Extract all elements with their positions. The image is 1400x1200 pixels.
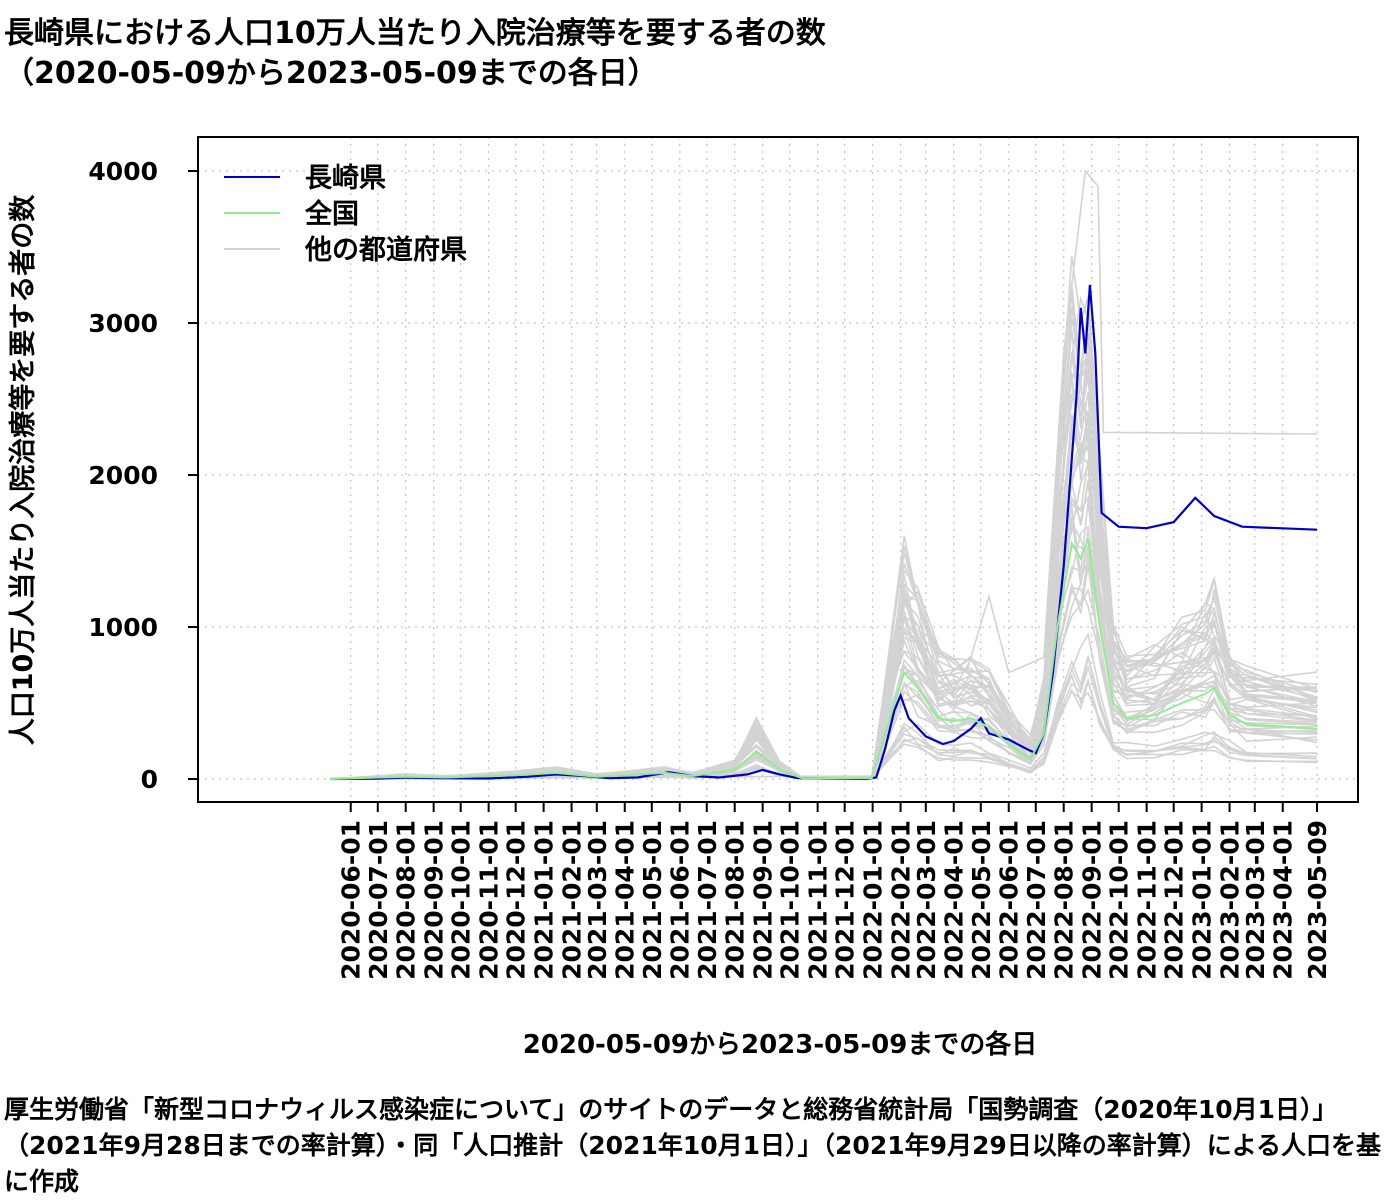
y-tick-label: 2000 <box>88 461 158 490</box>
other-prefecture-line <box>329 463 1318 780</box>
other-prefecture-line <box>329 479 1318 780</box>
x-tick-label: 2022-09-01 <box>1078 820 1107 980</box>
other-prefecture-line <box>329 329 1318 780</box>
x-axis-label: 2020-05-09から2023-05-09までの各日 <box>522 1030 1038 1060</box>
x-tick-label: 2021-04-01 <box>611 820 640 980</box>
x-tick-label: 2022-04-01 <box>940 820 969 980</box>
x-tick-label: 2021-02-01 <box>558 820 587 980</box>
x-tick-label: 2022-10-01 <box>1105 820 1134 980</box>
x-tick-label: 2021-06-01 <box>666 820 695 980</box>
x-tick-label: 2020-09-01 <box>420 820 449 980</box>
y-tick-label: 4000 <box>88 157 158 186</box>
other-prefecture-line <box>329 431 1318 780</box>
x-tick-label: 2021-09-01 <box>749 820 778 980</box>
plot-frame <box>197 136 1359 803</box>
x-tick-label: 2022-11-01 <box>1133 820 1162 980</box>
y-tick-label: 1000 <box>88 613 158 642</box>
other-prefecture-line <box>329 664 1318 780</box>
other-prefecture-line <box>329 545 1318 780</box>
x-tick-label: 2022-06-01 <box>995 820 1024 980</box>
x-tick-label: 2022-07-01 <box>1022 820 1051 980</box>
x-tick-label: 2020-08-01 <box>392 820 421 980</box>
x-tick-label: 2023-01-01 <box>1188 820 1217 980</box>
other-prefecture-line <box>329 351 1318 780</box>
x-tick-label: 2021-01-01 <box>530 820 559 980</box>
x-tick-label: 2020-12-01 <box>502 820 531 980</box>
x-tick-label: 2021-10-01 <box>776 820 805 980</box>
legend-label: 他の都道府県 <box>304 234 467 266</box>
x-tick-label: 2022-02-01 <box>887 820 916 980</box>
x-tick-label: 2020-11-01 <box>475 820 504 980</box>
legend-label: 全国 <box>304 198 359 230</box>
other-prefecture-line <box>329 333 1318 780</box>
x-tick-label: 2022-08-01 <box>1050 820 1079 980</box>
x-tick-label: 2023-03-01 <box>1241 820 1270 980</box>
x-tick-label: 2020-07-01 <box>364 820 393 980</box>
x-tick-label: 2023-05-09 <box>1303 820 1332 980</box>
other-prefecture-line <box>329 428 1318 780</box>
x-tick-label: 2021-12-01 <box>831 820 860 980</box>
x-tick-label: 2023-02-01 <box>1216 820 1245 980</box>
other-prefecture-line <box>329 360 1318 780</box>
x-tick-label: 2022-03-01 <box>912 820 941 980</box>
other-prefecture-line <box>329 291 1318 780</box>
x-tick-label: 2022-05-01 <box>967 820 996 980</box>
national-line <box>329 538 1318 780</box>
legend-label: 長崎県 <box>305 163 386 194</box>
other-prefecture-line <box>329 295 1318 780</box>
x-tick-label: 2023-04-01 <box>1269 820 1298 980</box>
x-tick-label: 2020-10-01 <box>447 820 476 980</box>
other-prefecture-line <box>329 678 1318 780</box>
other-prefecture-line <box>329 414 1318 780</box>
other-prefecture-line <box>329 410 1318 780</box>
other-prefecture-line <box>329 428 1318 780</box>
other-prefecture-line <box>329 632 1318 780</box>
x-tick-label: 2021-07-01 <box>693 820 722 980</box>
x-tick-label: 2021-05-01 <box>638 820 667 980</box>
x-tick-label: 2021-11-01 <box>804 820 833 980</box>
x-tick-label: 2022-12-01 <box>1160 820 1189 980</box>
other-prefecture-line <box>329 284 1318 780</box>
nagasaki-line <box>329 284 1318 781</box>
other-prefecture-line <box>329 501 1318 780</box>
x-tick-label: 2021-08-01 <box>721 820 750 980</box>
source-caption: 厚生労働省「新型コロナウィルス感染症について」のサイトのデータと総務省統計局「国… <box>4 1095 1382 1196</box>
x-tick-label: 2022-01-01 <box>859 820 888 980</box>
x-tick-label: 2020-06-01 <box>337 820 366 980</box>
y-tick-label: 3000 <box>88 309 158 338</box>
other-prefecture-line <box>329 391 1318 780</box>
axes: 010002000300040002020-06-012020-07-01202… <box>7 136 1359 980</box>
y-tick-label: 0 <box>141 765 158 794</box>
other-prefecture-line <box>329 169 1318 780</box>
series-lines <box>329 284 1318 781</box>
x-tick-label: 2021-03-01 <box>583 820 612 980</box>
grid-lines <box>198 137 1358 802</box>
other-prefecture-line <box>329 545 1318 780</box>
other-prefecture-line <box>329 690 1318 780</box>
chart-title: 長崎県における人口10万人当たり入院治療等を要する者の数 （2020-05-09… <box>4 16 826 91</box>
other-prefecture-line <box>329 459 1318 780</box>
other-prefecture-line <box>329 355 1318 780</box>
other-prefecture-line <box>329 484 1318 780</box>
other-prefecture-line <box>329 318 1318 780</box>
y-axis-label: 人口10万人当たり入院治療等を要する者の数 <box>7 194 39 746</box>
